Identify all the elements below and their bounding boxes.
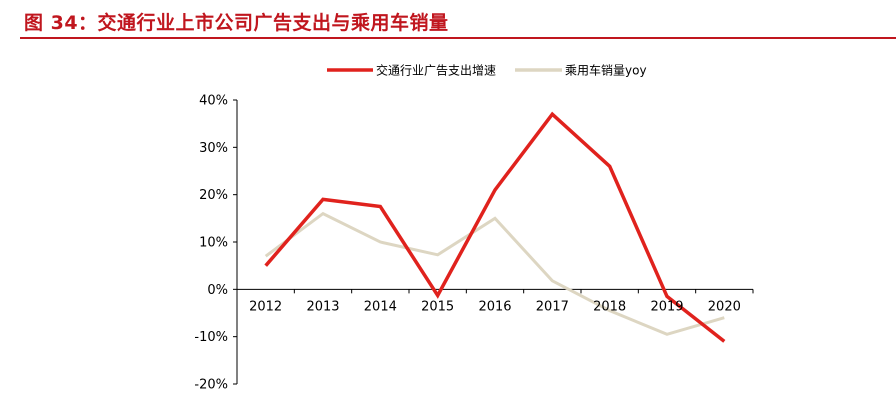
x-tick-label: 2012 <box>249 299 282 314</box>
y-tick-label: 40% <box>199 94 228 109</box>
x-tick-label: 2014 <box>364 299 397 314</box>
y-tick-label: 0% <box>207 283 228 298</box>
legend-label-1: 交通行业广告支出增速 <box>376 63 496 78</box>
y-tick-label: -10% <box>194 330 228 345</box>
x-tick-label: 2016 <box>478 299 511 314</box>
x-tick-label: 2013 <box>306 299 339 314</box>
title-divider <box>20 37 896 39</box>
series-line-1 <box>264 111 726 343</box>
x-tick-label: 2017 <box>536 299 569 314</box>
x-tick-label: 2020 <box>708 299 741 314</box>
x-tick-label: 2015 <box>421 299 454 314</box>
x-tick-label: 2018 <box>593 299 626 314</box>
figure-header: 图 34：交通行业上市公司广告支出与乘用车销量 <box>0 0 896 39</box>
y-tick-label: 10% <box>199 236 228 251</box>
legend-label-2: 乘用车销量yoy <box>565 63 647 78</box>
series-line-2 <box>264 211 725 336</box>
y-tick-label: 30% <box>199 141 228 156</box>
y-tick-label: 20% <box>199 188 228 203</box>
y-tick-label: -20% <box>194 378 228 393</box>
figure-title: 图 34：交通行业上市公司广告支出与乘用车销量 <box>24 12 449 34</box>
x-tick-label: 2019 <box>650 299 683 314</box>
